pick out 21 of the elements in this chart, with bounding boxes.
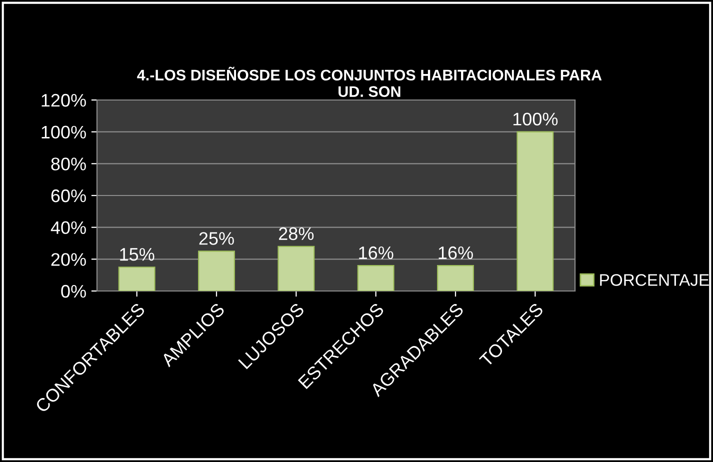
y-tick-label: 60% xyxy=(51,189,86,202)
y-tick-label: 40% xyxy=(50,221,86,234)
bar xyxy=(357,264,394,291)
bar xyxy=(198,250,235,291)
data-label: 16% xyxy=(359,246,394,260)
data-label: 25% xyxy=(199,232,234,245)
y-tick-label: 0% xyxy=(61,284,86,298)
data-label: 16% xyxy=(438,246,473,260)
data-label: 15% xyxy=(120,248,154,261)
bar xyxy=(118,266,156,291)
y-tick-label: 100% xyxy=(42,126,86,139)
chart-title: 4.-LOS DISEÑOSDE LOS CONJUNTOS HABITACIONALES PARA UD. SON xyxy=(137,66,602,97)
y-tick-label: 20% xyxy=(51,253,86,266)
bar xyxy=(437,264,474,291)
y-tick-label: 80% xyxy=(51,158,86,170)
y-tick-label: 120% xyxy=(42,94,86,107)
bar xyxy=(516,131,554,291)
legend-label: PORCENTAJE xyxy=(600,274,709,286)
data-label: 100% xyxy=(513,112,558,126)
data-label: 28% xyxy=(279,227,314,240)
bar xyxy=(278,246,315,291)
